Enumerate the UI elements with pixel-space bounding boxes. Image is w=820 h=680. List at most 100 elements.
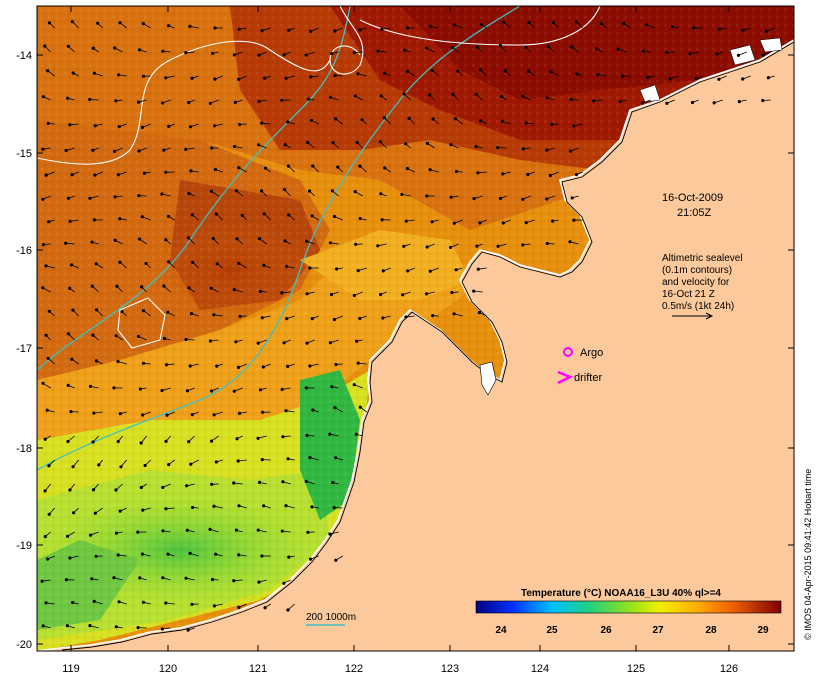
velocity-vector-head <box>521 243 525 247</box>
velocity-vector-head <box>500 119 505 124</box>
velocity-vector-head <box>425 46 429 50</box>
velocity-vector-head <box>331 480 335 485</box>
velocity-vector-head <box>72 511 76 515</box>
velocity-vector-head <box>237 166 241 170</box>
velocity-vector-head <box>332 317 336 322</box>
velocity-vector-head <box>92 71 97 75</box>
velocity-vector-head <box>330 189 334 193</box>
velocity-vector-head <box>167 214 171 218</box>
velocity-vector-head <box>428 269 432 273</box>
velocity-vector-head <box>306 140 310 144</box>
velocity-vector-head <box>137 100 141 104</box>
velocity-vector-head <box>213 167 217 172</box>
velocity-vector-head <box>238 314 242 318</box>
velocity-vector-head <box>257 237 262 241</box>
velocity-vector-head <box>263 606 267 610</box>
velocity-vector-head <box>188 364 192 368</box>
velocity-vector-head <box>94 554 98 558</box>
velocity-vector-head <box>90 577 94 581</box>
lon-tick-label: 122 <box>345 663 363 675</box>
velocity-vector-head <box>190 76 194 80</box>
velocity-vector-head <box>449 143 453 147</box>
velocity-vector-head <box>143 463 147 468</box>
lat-tick-label: -17 <box>16 343 32 355</box>
velocity-vector-head <box>188 125 193 129</box>
velocity-vector-head <box>94 359 99 363</box>
plot-border <box>36 5 795 652</box>
velocity-vector-head <box>400 192 404 196</box>
velocity-vector-head <box>692 26 696 30</box>
velocity-vector-head <box>90 284 94 288</box>
velocity-vector-head <box>44 601 48 605</box>
velocity-vector-head <box>160 627 164 631</box>
velocity-vector-head <box>551 219 555 223</box>
velocity-vector-head <box>47 220 51 224</box>
velocity-vector-head <box>574 173 579 177</box>
velocity-vector-head <box>283 143 287 147</box>
velocity-vector-head <box>381 269 385 273</box>
altimetry-line: and velocity for <box>662 277 730 288</box>
velocity-vector-head <box>476 171 480 175</box>
velocity-vector-head <box>336 165 340 169</box>
velocity-vector-head <box>551 21 556 25</box>
velocity-vector-head <box>44 264 48 268</box>
velocity-vector-head <box>161 485 165 489</box>
velocity-vector-head <box>235 437 239 441</box>
velocity-vector-head <box>286 164 290 168</box>
velocity-vector-head <box>430 220 434 224</box>
velocity-vector-head <box>88 623 92 628</box>
island-cluster-south <box>479 361 497 396</box>
velocity-vector-head <box>113 149 117 153</box>
velocity-vector-head <box>91 333 95 337</box>
velocity-vector-head <box>44 173 48 177</box>
velocity-vector-head <box>281 435 285 439</box>
colorbar-tick: 24 <box>495 625 507 636</box>
velocity-vector-head <box>331 141 335 145</box>
velocity-vector-head <box>95 308 99 312</box>
velocity-vector-head <box>328 95 333 99</box>
velocity-vector-head <box>282 341 286 345</box>
velocity-vector-head <box>282 581 286 585</box>
velocity-vector-head <box>381 316 385 320</box>
velocity-vector-head <box>113 238 117 242</box>
velocity-vector-head <box>472 289 476 293</box>
velocity-vector-head <box>184 337 188 342</box>
velocity-vector-head <box>41 147 45 151</box>
velocity-vector-head <box>211 51 215 56</box>
velocity-vector-head <box>46 356 50 360</box>
velocity-vector-head <box>715 52 719 56</box>
velocity-vector-head <box>210 439 214 443</box>
velocity-vector-head <box>232 53 236 57</box>
velocity-vector-head <box>240 213 244 218</box>
velocity-vector-head <box>572 218 576 222</box>
velocity-vector-head <box>358 28 362 32</box>
velocity-vector-head <box>285 316 289 321</box>
velocity-vector-head <box>136 334 141 338</box>
velocity-vector-head <box>618 100 622 104</box>
velocity-vector-head <box>356 268 360 273</box>
velocity-vector-head <box>475 244 479 248</box>
velocity-vector-head <box>764 29 769 33</box>
velocity-vector-head <box>113 195 117 199</box>
argo-float-marker <box>563 347 573 357</box>
velocity-vector-head <box>214 460 218 464</box>
velocity-vector-head <box>164 363 169 367</box>
velocity-vector-head <box>71 71 75 75</box>
velocity-vector-head <box>213 26 217 30</box>
velocity-vector-head <box>137 149 141 153</box>
velocity-vector-head <box>141 309 146 313</box>
velocity-vector-head <box>404 142 408 146</box>
velocity-vector-head <box>91 440 95 444</box>
velocity-vector-head <box>616 47 620 51</box>
velocity-vector-head <box>429 24 433 28</box>
velocity-vector-head <box>283 239 287 243</box>
velocity-vector-head <box>404 315 408 319</box>
velocity-vector-head <box>41 95 45 99</box>
velocity-vector-head <box>496 244 500 248</box>
velocity-vector-head <box>186 236 190 240</box>
velocity-vector-head <box>574 20 578 24</box>
velocity-vector-head <box>233 100 237 105</box>
velocity-vector-head <box>68 488 72 492</box>
velocity-vector-head <box>550 122 554 127</box>
velocity-vector-head <box>380 218 384 222</box>
